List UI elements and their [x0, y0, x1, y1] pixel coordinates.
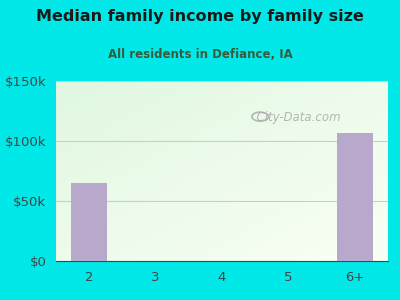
Bar [336, 133, 373, 261]
Text: Median family income by family size: Median family income by family size [36, 9, 364, 24]
Text: City-Data.com: City-Data.com [249, 110, 341, 124]
Bar [71, 183, 108, 261]
Text: All residents in Defiance, IA: All residents in Defiance, IA [108, 48, 292, 61]
